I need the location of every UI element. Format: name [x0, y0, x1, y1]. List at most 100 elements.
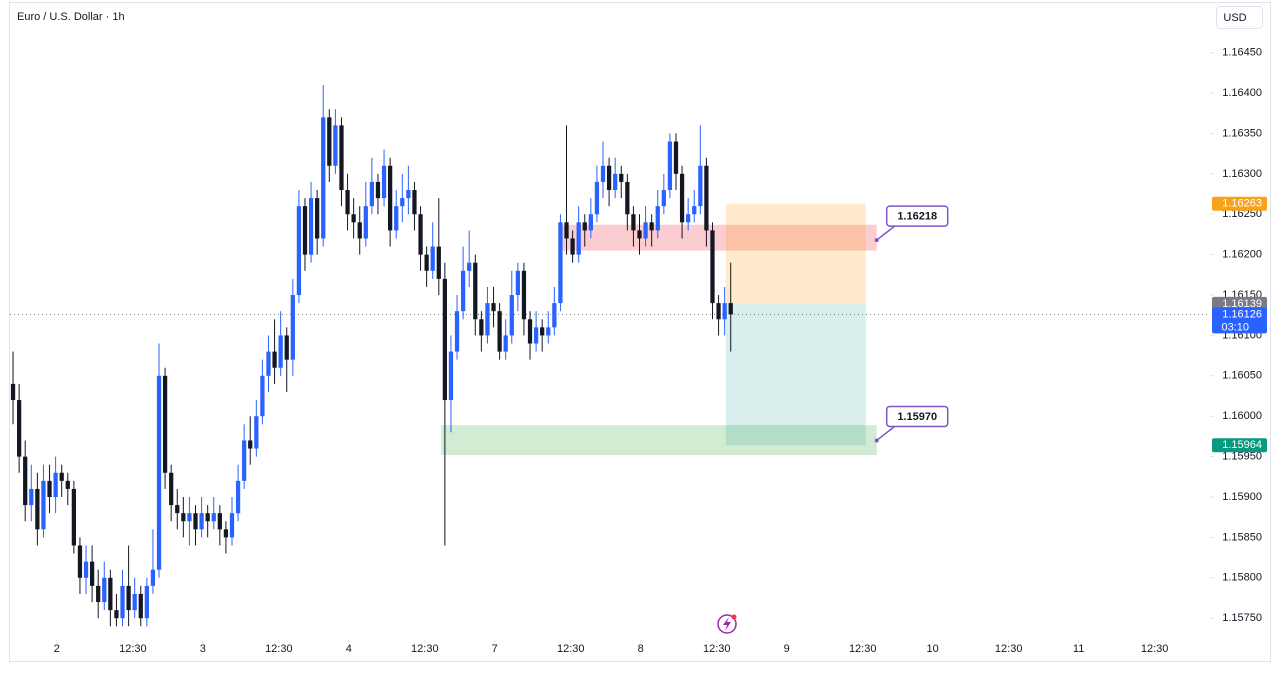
- candle-body: [272, 351, 277, 368]
- candle-body: [242, 440, 247, 481]
- candle-body: [394, 206, 399, 231]
- candle-body: [339, 125, 344, 191]
- candle-body: [229, 513, 235, 538]
- candle-body: [102, 577, 107, 603]
- candle-body: [199, 513, 204, 530]
- y-tick-label: 1.15850: [1222, 531, 1262, 543]
- y-tick-label: 1.16350: [1222, 127, 1262, 139]
- candle-body: [710, 230, 715, 304]
- x-tick-label: 12:30: [265, 643, 293, 655]
- candle-body: [485, 303, 490, 336]
- candle-body: [89, 561, 95, 586]
- candle-body: [619, 173, 624, 182]
- candle-body: [686, 214, 691, 223]
- candle-body: [156, 375, 162, 570]
- callout-anchor: [874, 438, 879, 443]
- y-tick-label: 1.16400: [1222, 87, 1262, 99]
- candle-body: [728, 303, 733, 315]
- candle-body: [661, 190, 666, 207]
- candle-body: [126, 585, 131, 611]
- candle-body: [436, 246, 441, 279]
- candle-body: [473, 262, 478, 320]
- y-tick-label: 1.16300: [1222, 168, 1262, 180]
- price-marker-label: 1.16263: [1222, 198, 1262, 210]
- candle-body: [308, 198, 314, 255]
- candle-body: [10, 383, 16, 401]
- callout-pointer: [876, 225, 896, 241]
- candle-body: [613, 173, 618, 191]
- candle-body: [83, 561, 89, 578]
- plot-area: [10, 84, 1210, 627]
- price-marker: [1212, 438, 1267, 453]
- candle-body: [637, 230, 642, 239]
- candle-body: [540, 327, 545, 336]
- candle-body: [515, 270, 520, 296]
- candle-body: [175, 505, 180, 514]
- candle-body: [290, 295, 295, 360]
- candle-body: [649, 222, 654, 231]
- candle-body: [594, 181, 600, 215]
- callout-anchor: [874, 238, 879, 243]
- y-tick-label: 1.15800: [1222, 572, 1262, 584]
- candle-body: [315, 198, 320, 239]
- candle-body: [564, 222, 569, 239]
- currency-label[interactable]: USD: [1223, 12, 1246, 24]
- candle-body: [351, 214, 356, 223]
- candle-body: [187, 513, 192, 522]
- candle-body: [600, 165, 606, 182]
- candle-body: [41, 480, 46, 530]
- candle-body: [448, 351, 454, 401]
- candle-body: [673, 141, 679, 174]
- candle-body: [655, 206, 660, 231]
- x-tick-label: 10: [927, 643, 939, 655]
- candle-body: [625, 181, 630, 215]
- candle-body: [546, 327, 551, 336]
- candle-body: [606, 165, 612, 191]
- candle-body: [381, 165, 387, 199]
- candle-body: [533, 327, 539, 344]
- candle-body: [430, 246, 435, 271]
- price-marker: [1212, 307, 1267, 334]
- candle-body: [582, 222, 587, 231]
- candle-body: [375, 181, 381, 199]
- candle-body: [503, 335, 508, 352]
- candle-body: [16, 400, 22, 457]
- candle-body: [552, 303, 557, 328]
- x-tick-label: 9: [784, 643, 790, 655]
- countdown: 03:10: [1221, 321, 1249, 333]
- candle-body: [278, 335, 283, 368]
- x-tick-label: 8: [638, 643, 644, 655]
- candle-body: [169, 472, 174, 506]
- y-tick-label: 1.15750: [1222, 612, 1262, 624]
- candle-body: [71, 488, 76, 546]
- y-tick-label: 1.16200: [1222, 249, 1262, 261]
- candle-body: [59, 472, 64, 481]
- candle-body: [400, 198, 405, 207]
- y-tick-label: 1.16000: [1222, 410, 1262, 422]
- x-tick-label: 12:30: [849, 643, 877, 655]
- x-tick-label: 3: [200, 643, 206, 655]
- candle-body: [65, 480, 70, 489]
- candle-body: [454, 311, 460, 352]
- currency-button[interactable]: [1216, 6, 1263, 29]
- candle-body: [211, 513, 216, 522]
- x-tick-label: 7: [492, 643, 498, 655]
- x-tick-label: 11: [1073, 643, 1084, 655]
- callout-box: [885, 405, 949, 428]
- candle-body: [181, 513, 186, 522]
- candle-body: [576, 222, 581, 255]
- candle-body: [193, 513, 198, 530]
- x-tick-label: 12:30: [411, 643, 439, 655]
- candle-body: [321, 117, 326, 239]
- candle-body: [150, 569, 156, 586]
- price-marker-label: 1.15964: [1222, 439, 1262, 451]
- x-tick-label: 12:30: [119, 643, 147, 655]
- candle-body: [235, 480, 241, 514]
- zone: [725, 203, 866, 304]
- x-tick-label: 12:30: [1141, 643, 1169, 655]
- alert-icon[interactable]: [717, 614, 737, 634]
- candle-body: [406, 190, 411, 199]
- candle-body: [162, 375, 168, 473]
- x-tick-label: 4: [346, 643, 352, 655]
